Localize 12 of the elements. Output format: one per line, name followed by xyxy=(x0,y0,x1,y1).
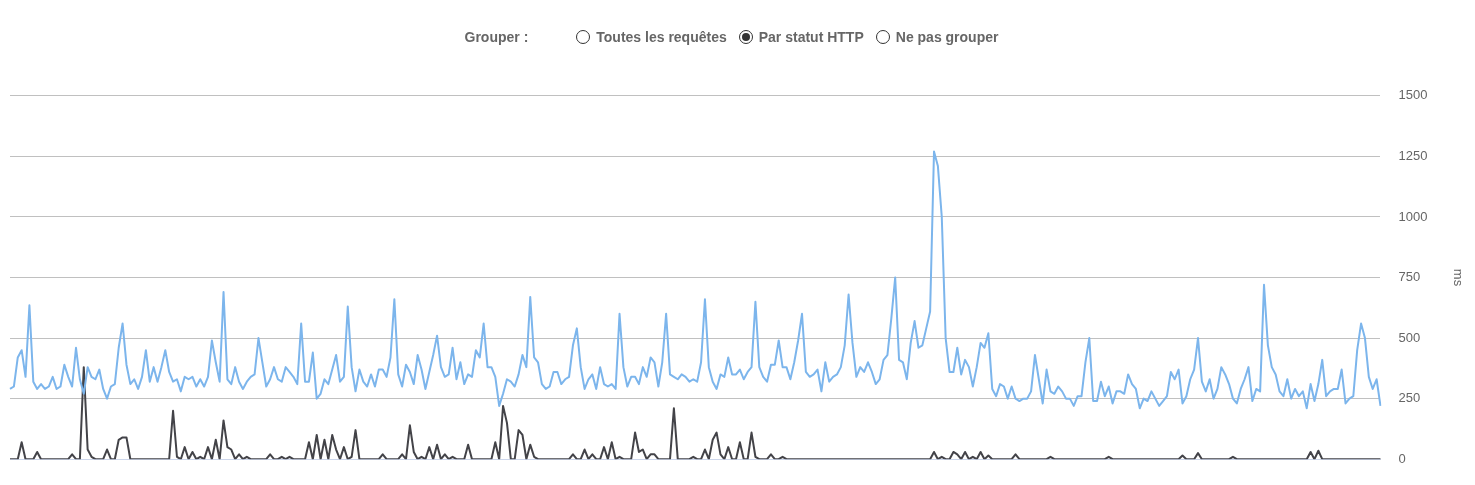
y-tick-label: 1250 xyxy=(1398,147,1428,163)
text: Par statut HTTP xyxy=(758,29,864,45)
y-tick-label: 1500 xyxy=(1398,87,1428,103)
text: Toutes les requêtes xyxy=(596,29,727,45)
y-tick-label: 500 xyxy=(1398,329,1421,345)
y-axis-title: ms xyxy=(1450,268,1466,287)
y-tick-label: 250 xyxy=(1398,390,1421,406)
y-tick-label: 750 xyxy=(1398,269,1421,285)
y-tick-label: 1000 xyxy=(1398,208,1428,224)
y-tick-label: 0 xyxy=(1398,450,1406,466)
text: Grouper : xyxy=(464,29,529,45)
text: Ne pas grouper xyxy=(895,29,999,45)
